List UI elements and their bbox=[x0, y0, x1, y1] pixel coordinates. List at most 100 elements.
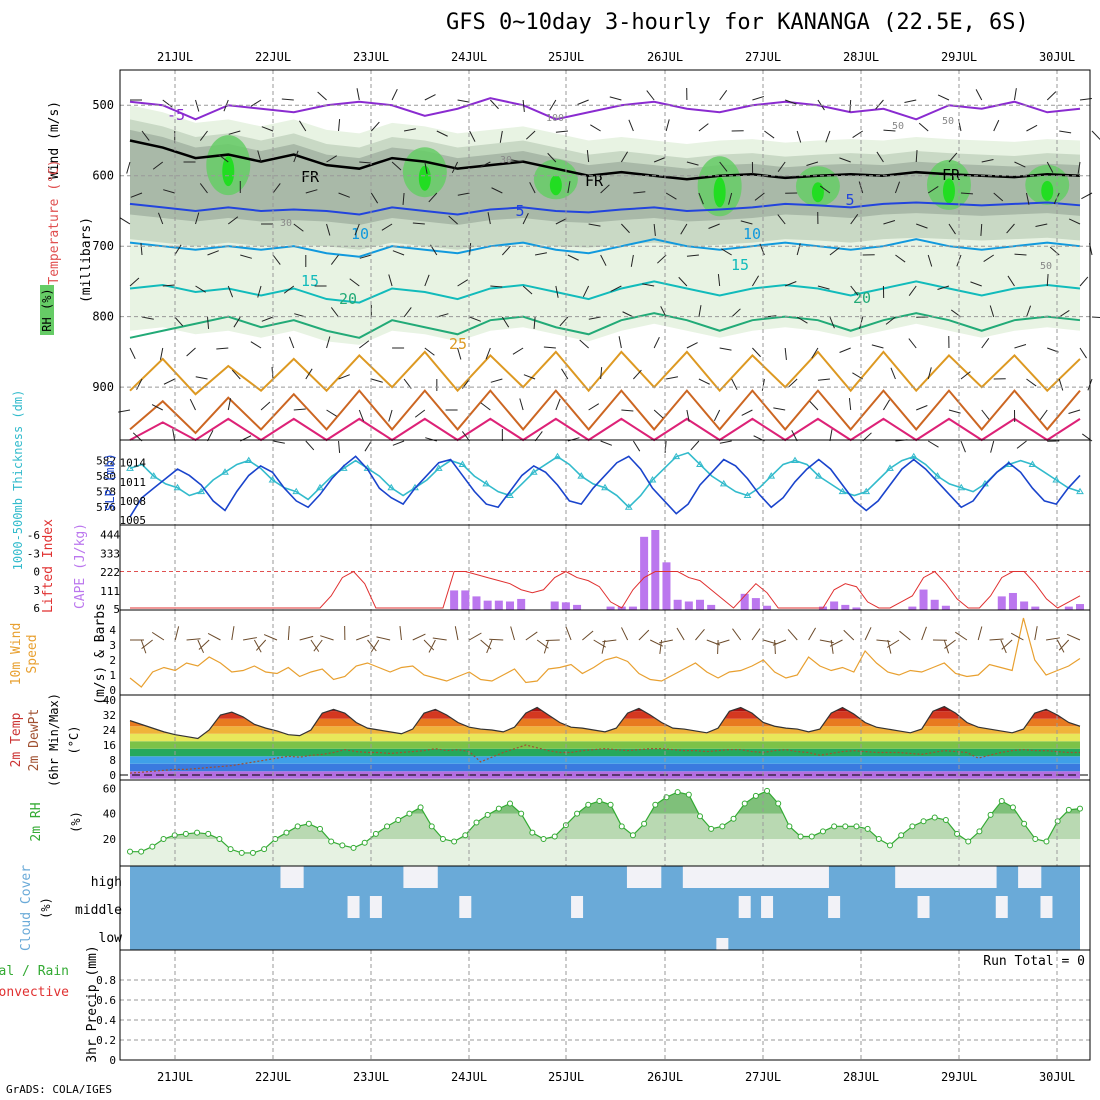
wind-barb bbox=[764, 130, 775, 139]
wind-barb bbox=[293, 408, 306, 411]
wind-barb bbox=[829, 429, 833, 442]
rh-marker bbox=[864, 825, 871, 832]
date-label-bottom: 24JUL bbox=[451, 1070, 487, 1084]
wind-barb-10m bbox=[886, 639, 900, 648]
wind-barb-10m bbox=[186, 638, 201, 641]
wind-barb-10m bbox=[621, 627, 629, 641]
cape-bar bbox=[930, 599, 939, 610]
wind-barb bbox=[983, 254, 994, 262]
wind-barb bbox=[817, 378, 830, 381]
wind-barb bbox=[457, 192, 470, 196]
date-label-bottom: 30JUL bbox=[1039, 1070, 1075, 1084]
thickness-marker bbox=[862, 487, 871, 495]
wind-barb bbox=[326, 409, 337, 417]
wind-barb bbox=[678, 276, 688, 287]
wind-barb bbox=[806, 161, 819, 166]
rh-marker bbox=[831, 823, 838, 830]
cloud-middle bbox=[571, 896, 584, 918]
wind-barb bbox=[403, 307, 412, 318]
rh-marker bbox=[194, 829, 201, 836]
axis-label-precip: 3hr Precip (mm) bbox=[85, 945, 100, 1062]
rh-marker bbox=[249, 849, 256, 856]
date-label-top: 29JUL bbox=[941, 50, 977, 64]
cape-bar bbox=[628, 606, 637, 610]
rh-marker bbox=[1065, 806, 1072, 813]
cape-tick: 444 bbox=[100, 528, 120, 541]
wind-barb bbox=[370, 192, 379, 204]
wind-barb bbox=[140, 243, 143, 256]
thickness-marker bbox=[933, 472, 942, 479]
wind-barb-10m bbox=[525, 631, 538, 641]
cape-bar bbox=[483, 600, 492, 610]
wind-barb bbox=[469, 130, 476, 142]
wind-barb-10m bbox=[787, 629, 798, 641]
wind-barb bbox=[457, 279, 469, 287]
wind-barb-10m bbox=[565, 626, 572, 641]
wind-barb-10m bbox=[944, 639, 956, 649]
wind-barb bbox=[391, 161, 402, 171]
wind-barb bbox=[731, 308, 741, 318]
wind-barb bbox=[600, 184, 610, 194]
isotherm-35 bbox=[129, 417, 1081, 442]
temperature-mask bbox=[130, 700, 1080, 739]
wind-barb bbox=[293, 150, 299, 163]
wind-barb bbox=[534, 431, 543, 442]
wind-barb bbox=[883, 220, 896, 225]
rh-marker bbox=[417, 804, 424, 811]
wind-barb-10m bbox=[510, 626, 516, 641]
wind-barb bbox=[207, 430, 214, 442]
wind-barb bbox=[948, 223, 956, 235]
wind-barb bbox=[784, 281, 797, 287]
rh-shade-saturated bbox=[418, 165, 431, 191]
cloud-high bbox=[772, 866, 785, 888]
rh-marker bbox=[518, 810, 525, 817]
cape-bar bbox=[494, 600, 503, 610]
temp-tick: 8 bbox=[109, 754, 116, 767]
cloud-middle bbox=[1040, 896, 1053, 918]
wind-barb bbox=[424, 94, 436, 101]
wind-barb-10m bbox=[255, 639, 267, 651]
rh-marker bbox=[328, 838, 335, 845]
wind-barb bbox=[1046, 273, 1049, 287]
wind-barb bbox=[698, 305, 702, 318]
temperature-band bbox=[130, 741, 1080, 749]
wind-barb bbox=[119, 217, 131, 225]
rh-legend-swatch bbox=[40, 285, 54, 335]
wind-barb bbox=[403, 128, 416, 132]
axis-label-slp: SLP (mb) bbox=[103, 453, 117, 511]
wind-barb bbox=[436, 130, 448, 137]
rh-marker bbox=[976, 828, 983, 835]
wind-barb bbox=[338, 374, 350, 380]
cape-bar bbox=[763, 605, 772, 610]
wind-barb-10m bbox=[1056, 639, 1065, 653]
date-label-top: 24JUL bbox=[451, 50, 487, 64]
wind-barb bbox=[207, 250, 219, 256]
thickness-tick: 578 bbox=[96, 486, 116, 499]
isotherm-label: 10 bbox=[351, 225, 369, 243]
wind-barb-10m bbox=[921, 626, 927, 641]
wind-barb-10m bbox=[601, 639, 606, 654]
rh-tick: 20 bbox=[103, 833, 116, 846]
pressure-tick-label: 700 bbox=[92, 239, 114, 253]
axis-label-cape: CAPE (J/kg) bbox=[73, 523, 88, 609]
wind-barb bbox=[479, 161, 491, 168]
rh-marker bbox=[920, 818, 927, 825]
dewpoint-line bbox=[129, 744, 1080, 774]
temp-tick: 24 bbox=[103, 724, 117, 737]
temperature-band bbox=[130, 763, 1080, 772]
wind-barb bbox=[272, 183, 281, 194]
wind-barb bbox=[1014, 253, 1027, 256]
wind-barb bbox=[708, 223, 720, 229]
wind-barb bbox=[354, 223, 360, 236]
axis-label-temperature: Temperature (°C) bbox=[47, 159, 62, 284]
pressure-tick-label: 900 bbox=[92, 380, 114, 394]
wind-barb-10m bbox=[638, 629, 650, 641]
cape-tick: 111 bbox=[100, 585, 120, 598]
wind-barb bbox=[326, 336, 331, 349]
thickness-marker bbox=[601, 483, 609, 491]
wind-barb-10m bbox=[1045, 637, 1060, 641]
axis-label-rh-pct: (%) bbox=[69, 811, 83, 833]
wind-barb bbox=[719, 161, 728, 172]
cape-bar bbox=[472, 596, 481, 610]
wind-barb-10m bbox=[582, 630, 594, 641]
